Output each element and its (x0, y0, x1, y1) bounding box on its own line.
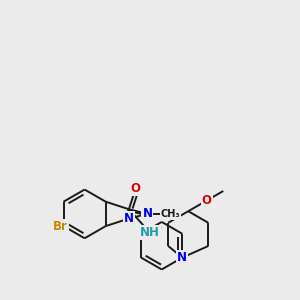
Text: N: N (142, 207, 152, 220)
Text: CH₃: CH₃ (160, 209, 180, 219)
Text: O: O (202, 194, 212, 207)
Text: N: N (124, 212, 134, 225)
Text: Br: Br (53, 220, 68, 232)
Text: O: O (131, 182, 141, 195)
Text: N: N (177, 251, 187, 264)
Text: NH: NH (140, 226, 160, 239)
